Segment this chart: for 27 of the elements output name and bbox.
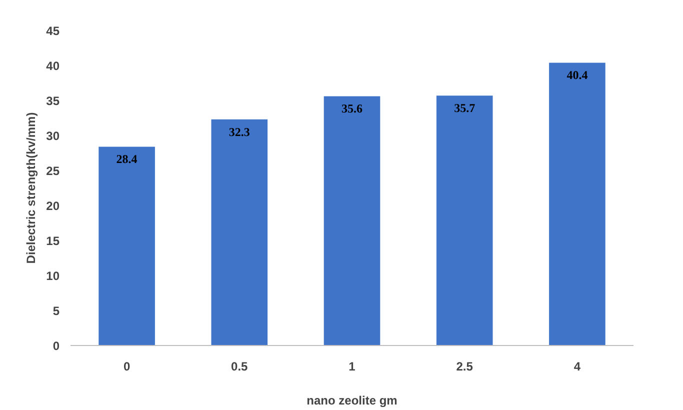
x-tick-label: 4 <box>574 360 581 374</box>
x-tick-label: 0 <box>123 360 130 374</box>
x-tick-label: 2.5 <box>456 360 474 374</box>
y-tick-label: 10 <box>46 269 60 283</box>
data-label: 28.4 <box>116 152 138 166</box>
data-label: 32.3 <box>228 124 250 139</box>
y-tick-label: 30 <box>46 129 60 143</box>
data-label: 35.6 <box>342 102 362 116</box>
y-axis-title: Dielectric strength(kv/mm) <box>24 112 38 264</box>
x-tick-label: 0.5 <box>231 360 248 374</box>
data-label: 35.7 <box>454 101 476 115</box>
y-tick-label: 35 <box>46 94 60 108</box>
y-tick-label: 40 <box>46 59 60 73</box>
y-tick-label: 0 <box>52 339 60 353</box>
bar <box>436 96 493 346</box>
bar <box>324 96 380 346</box>
x-tick-label: 1 <box>348 360 356 374</box>
data-label: 40.4 <box>566 68 588 82</box>
bar <box>549 62 606 346</box>
x-axis-title: nano zeolite gm <box>306 394 398 408</box>
y-tick-label: 5 <box>52 304 60 318</box>
y-tick-label: 15 <box>46 234 60 248</box>
bar <box>98 146 155 346</box>
bar <box>211 119 268 346</box>
y-tick-label: 45 <box>46 24 60 38</box>
y-tick-label: 20 <box>46 199 60 213</box>
y-tick-label: 25 <box>46 164 60 178</box>
